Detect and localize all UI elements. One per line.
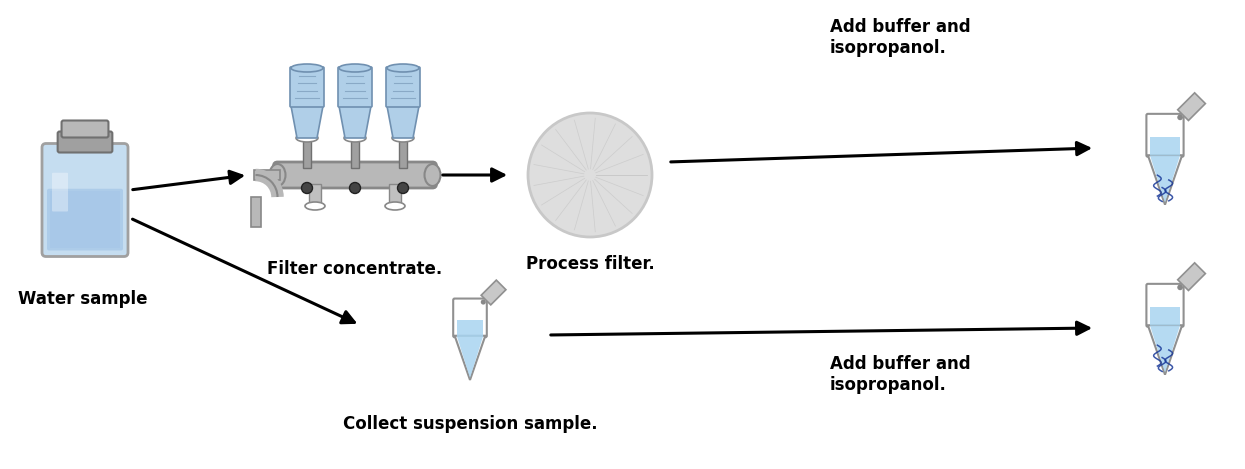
Bar — [254, 170, 279, 180]
Bar — [1150, 307, 1180, 325]
Polygon shape — [1150, 155, 1180, 203]
Text: Collect suspension sample.: Collect suspension sample. — [342, 415, 598, 433]
FancyBboxPatch shape — [290, 67, 324, 107]
Text: Process filter.: Process filter. — [525, 255, 655, 273]
Bar — [1150, 137, 1180, 155]
Circle shape — [481, 300, 486, 304]
Text: Water sample: Water sample — [17, 290, 147, 308]
Circle shape — [1178, 285, 1183, 290]
Ellipse shape — [291, 64, 322, 72]
Circle shape — [301, 182, 312, 194]
Bar — [457, 320, 483, 336]
Polygon shape — [1148, 155, 1182, 204]
Bar — [398, 138, 407, 168]
FancyBboxPatch shape — [57, 131, 112, 152]
FancyBboxPatch shape — [337, 67, 372, 107]
Ellipse shape — [339, 64, 371, 72]
Bar — [50, 191, 120, 249]
Polygon shape — [1148, 325, 1182, 375]
FancyBboxPatch shape — [47, 189, 123, 250]
Polygon shape — [1178, 263, 1205, 290]
FancyBboxPatch shape — [453, 299, 487, 337]
Ellipse shape — [385, 202, 405, 210]
FancyBboxPatch shape — [386, 67, 420, 107]
Polygon shape — [291, 106, 322, 138]
Ellipse shape — [392, 134, 415, 142]
Polygon shape — [1150, 325, 1180, 373]
FancyBboxPatch shape — [1147, 114, 1184, 157]
Polygon shape — [457, 336, 483, 378]
Circle shape — [397, 182, 408, 194]
Circle shape — [1178, 114, 1183, 120]
Bar — [388, 184, 401, 206]
Ellipse shape — [425, 164, 441, 186]
FancyBboxPatch shape — [42, 144, 128, 257]
Ellipse shape — [305, 202, 325, 210]
Polygon shape — [387, 106, 420, 138]
Bar — [250, 197, 260, 227]
Bar — [309, 184, 321, 206]
Polygon shape — [481, 280, 505, 305]
Ellipse shape — [344, 134, 366, 142]
Ellipse shape — [387, 64, 420, 72]
Circle shape — [350, 182, 361, 194]
Bar — [303, 138, 311, 168]
Polygon shape — [1178, 93, 1205, 121]
FancyBboxPatch shape — [274, 162, 437, 188]
Polygon shape — [339, 106, 371, 138]
Text: Filter concentrate.: Filter concentrate. — [268, 260, 443, 278]
Bar — [351, 138, 359, 168]
FancyBboxPatch shape — [61, 121, 108, 137]
Ellipse shape — [528, 113, 652, 237]
FancyBboxPatch shape — [52, 173, 68, 212]
Ellipse shape — [269, 164, 285, 186]
Text: Add buffer and
isopropanol.: Add buffer and isopropanol. — [830, 355, 971, 394]
Polygon shape — [454, 336, 486, 380]
FancyBboxPatch shape — [1147, 284, 1184, 327]
Ellipse shape — [296, 134, 317, 142]
Text: Add buffer and
isopropanol.: Add buffer and isopropanol. — [830, 18, 971, 57]
